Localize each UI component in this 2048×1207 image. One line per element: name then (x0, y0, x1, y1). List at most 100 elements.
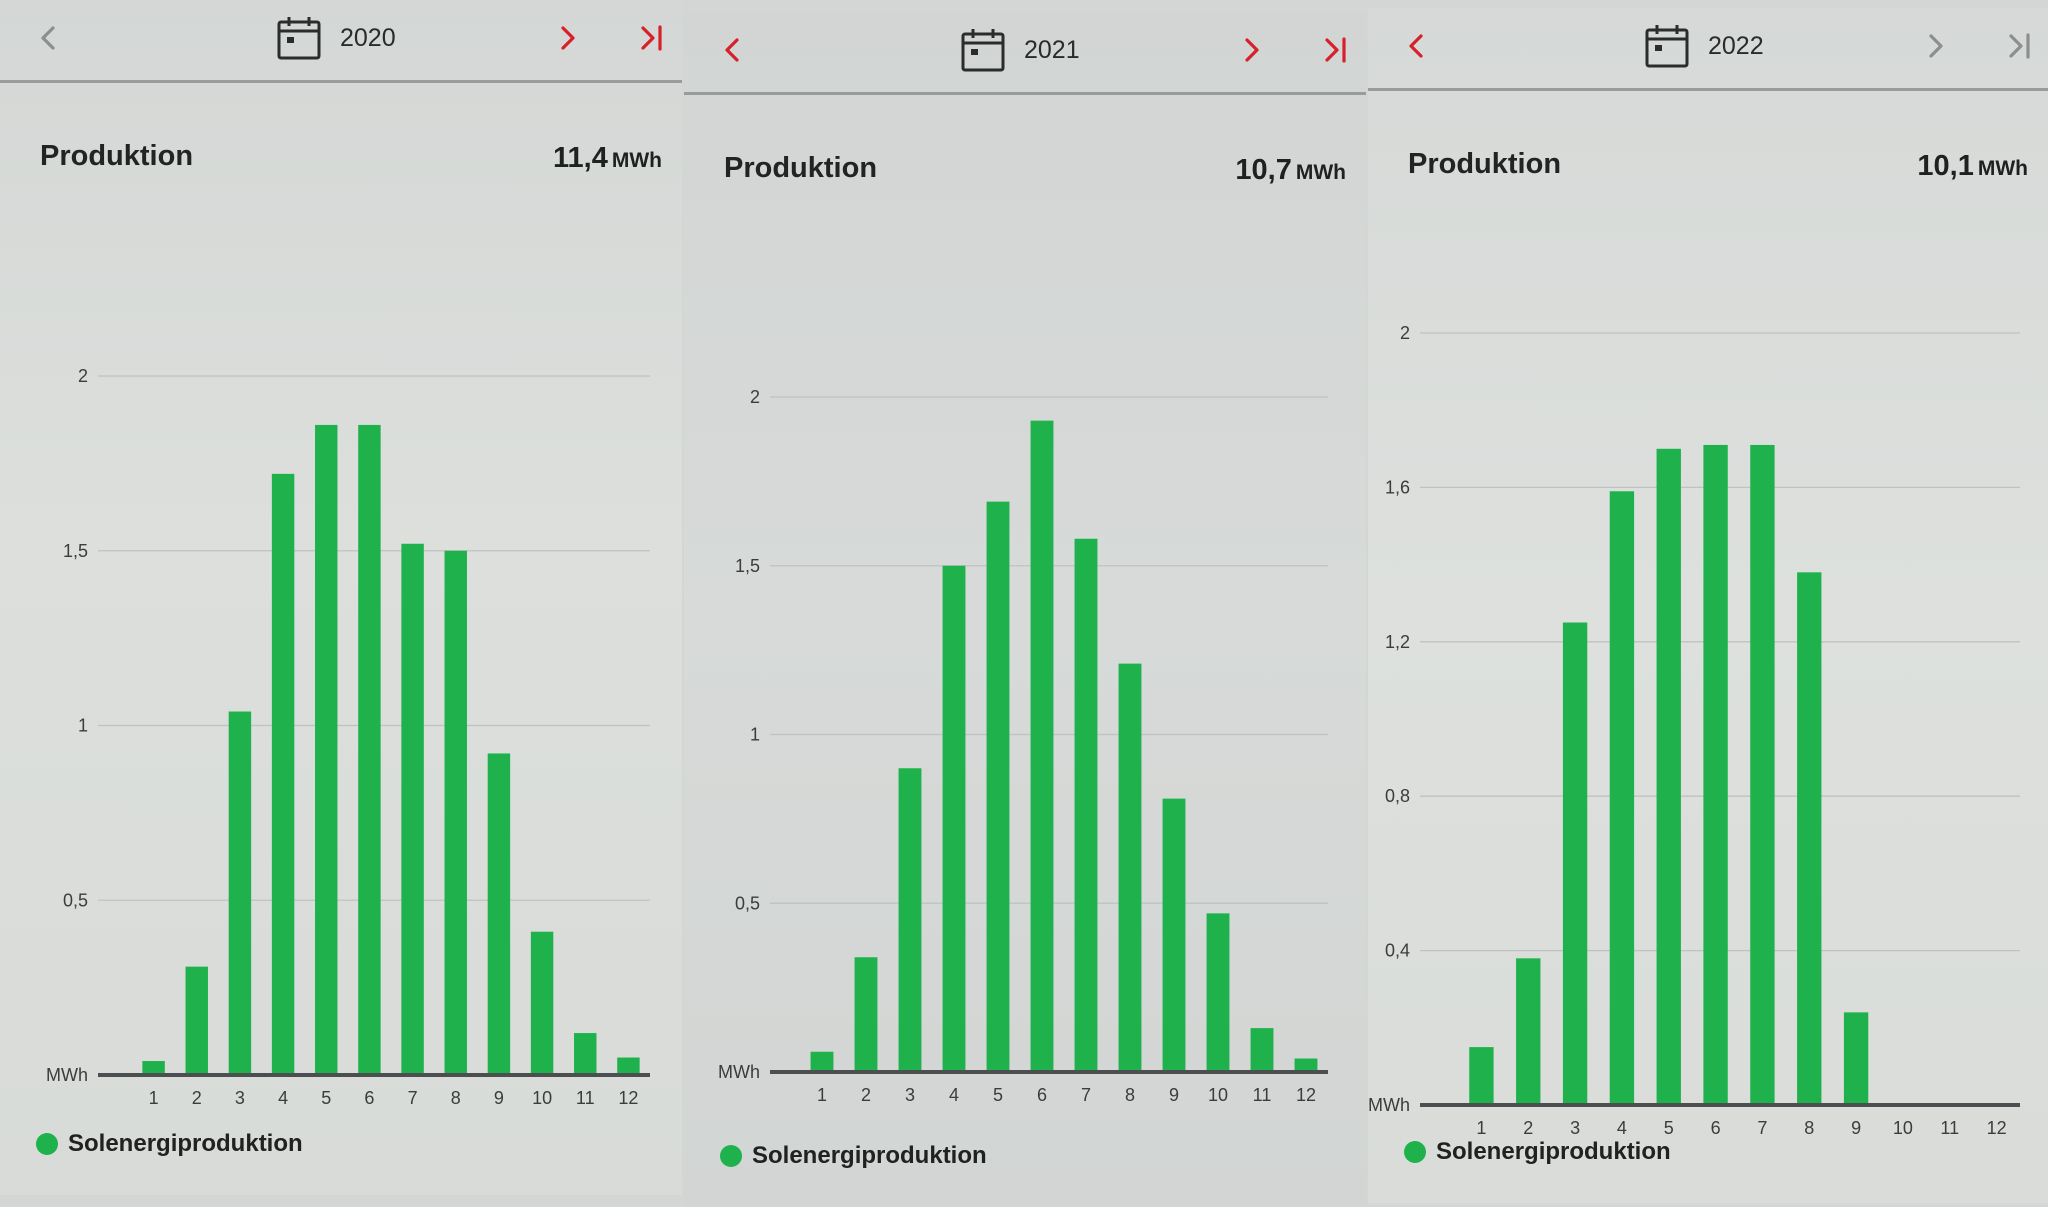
next-year-button[interactable] (1232, 30, 1272, 70)
skip-to-end-icon (2009, 33, 2030, 59)
x-tick-label: 1 (817, 1085, 827, 1105)
latest-year-button[interactable] (632, 18, 672, 58)
x-tick-label: 6 (1711, 1118, 1721, 1138)
bar-month-10[interactable] (1206, 913, 1230, 1072)
bar-month-8[interactable] (1118, 663, 1142, 1072)
bar-month-12[interactable] (1294, 1058, 1318, 1073)
y-tick-label: 0,8 (1385, 786, 1410, 806)
bar-month-2[interactable] (1516, 958, 1541, 1105)
bar-month-7[interactable] (1074, 538, 1098, 1072)
previous-year-button[interactable] (28, 18, 68, 58)
legend-dot (1404, 1141, 1426, 1163)
x-tick-label: 12 (1296, 1085, 1316, 1105)
next-year-button[interactable] (548, 18, 588, 58)
x-tick-label: 4 (278, 1088, 288, 1108)
x-tick-label: 11 (576, 1088, 595, 1108)
total-production: 10,1 MWh (1917, 150, 2028, 183)
bar-month-3[interactable] (1562, 622, 1588, 1106)
bar-month-10[interactable] (530, 931, 554, 1075)
bar-month-11[interactable] (1250, 1028, 1274, 1072)
y-tick-label: 1 (750, 725, 760, 745)
x-tick-label: 3 (235, 1088, 245, 1108)
x-tick-label: 11 (1253, 1085, 1272, 1105)
latest-year-button[interactable] (2000, 26, 2040, 66)
y-axis-unit-label: MWh (1368, 1095, 1410, 1115)
y-tick-label: 1,6 (1385, 477, 1410, 497)
y-tick-label: 1 (78, 716, 88, 736)
legend-item[interactable]: Solenergiproduktion (36, 1130, 303, 1158)
bar-month-2[interactable] (185, 966, 208, 1075)
bar-month-4[interactable] (942, 565, 966, 1072)
bar-month-5[interactable] (986, 501, 1010, 1072)
x-tick-label: 1 (1476, 1118, 1486, 1138)
bar-month-3[interactable] (898, 768, 922, 1072)
bar-month-9[interactable] (1843, 1012, 1869, 1105)
previous-year-button[interactable] (712, 30, 752, 70)
latest-year-button[interactable] (1316, 30, 1356, 70)
total-unit: MWh (611, 149, 662, 172)
panel-2021: 2021 Produktion 10,7 MWh 0,5 1 1,5 2 MWh 1 2 3 4 5… (684, 12, 1366, 1207)
chevron-left-icon (41, 26, 55, 50)
x-tick-label: 8 (1125, 1085, 1135, 1105)
legend-dot (36, 1133, 58, 1155)
x-tick-label: 8 (451, 1088, 461, 1108)
next-year-button[interactable] (1916, 26, 1956, 66)
bar-month-4[interactable] (271, 473, 295, 1075)
x-tick-label: 3 (1570, 1118, 1580, 1138)
legend-label: Solenergiproduktion (752, 1142, 987, 1169)
bar-month-9[interactable] (487, 753, 511, 1075)
section-title: Produktion (724, 152, 878, 184)
x-tick-label: 10 (1208, 1085, 1228, 1105)
bar-month-1[interactable] (1469, 1047, 1494, 1105)
x-tick-label: 5 (321, 1088, 331, 1108)
legend-item[interactable]: Solenergiproduktion (720, 1142, 987, 1170)
year-picker[interactable]: 2020 (276, 14, 396, 62)
year-picker[interactable]: 2022 (1644, 22, 1764, 70)
bar-month-6[interactable] (1030, 420, 1054, 1072)
legend-item[interactable]: Solenergiproduktion (1404, 1138, 1671, 1166)
bar-month-12[interactable] (617, 1057, 640, 1075)
bar-month-6[interactable] (358, 424, 381, 1075)
legend-label: Solenergiproduktion (1436, 1138, 1671, 1165)
bar-month-8[interactable] (1797, 572, 1822, 1105)
x-tick-label: 9 (1851, 1118, 1861, 1138)
year-label: 2021 (1024, 35, 1080, 64)
y-tick-label: 0,5 (735, 893, 760, 913)
bar-month-1[interactable] (142, 1061, 165, 1075)
x-tick-label: 4 (1617, 1118, 1627, 1138)
x-tick-label: 2 (861, 1085, 871, 1105)
x-tick-label: 9 (1169, 1085, 1179, 1105)
year-picker[interactable]: 2021 (960, 26, 1080, 74)
total-unit: MWh (1977, 157, 2028, 180)
bar-month-9[interactable] (1162, 798, 1186, 1072)
bar-month-2[interactable] (854, 957, 878, 1072)
bar-month-5[interactable] (1656, 448, 1681, 1105)
panel-2022: 2022 Produktion 10,1 MWh 0,4 0,8 1,2 1,6 2 MWh… (1368, 8, 2048, 1203)
bar-month-1[interactable] (810, 1051, 834, 1072)
total-production: 10,7 MWh (1235, 154, 1346, 187)
x-tick-label: 4 (949, 1085, 959, 1105)
bar-month-3[interactable] (228, 711, 252, 1075)
y-axis-unit-label: MWh (718, 1062, 760, 1082)
x-tick-label: 3 (905, 1085, 915, 1105)
chevron-right-icon (1929, 34, 1943, 58)
chevron-left-icon (725, 38, 739, 62)
section-title: Produktion (1408, 148, 1562, 180)
skip-to-end-icon (1325, 37, 1346, 63)
previous-year-button[interactable] (1396, 26, 1436, 66)
bar-month-7[interactable] (401, 543, 424, 1075)
bar-month-4[interactable] (1609, 491, 1635, 1105)
x-tick-label: 2 (1523, 1118, 1533, 1138)
x-tick-label: 12 (1987, 1118, 2007, 1138)
bar-month-6[interactable] (1703, 444, 1728, 1105)
bar-month-5[interactable] (315, 424, 338, 1075)
x-tick-label: 7 (408, 1088, 418, 1108)
y-tick-label: 2 (78, 366, 88, 386)
bar-month-11[interactable] (574, 1033, 597, 1075)
bar-month-8[interactable] (444, 550, 467, 1075)
bar-month-7[interactable] (1750, 444, 1775, 1105)
legend-dot (720, 1145, 742, 1167)
